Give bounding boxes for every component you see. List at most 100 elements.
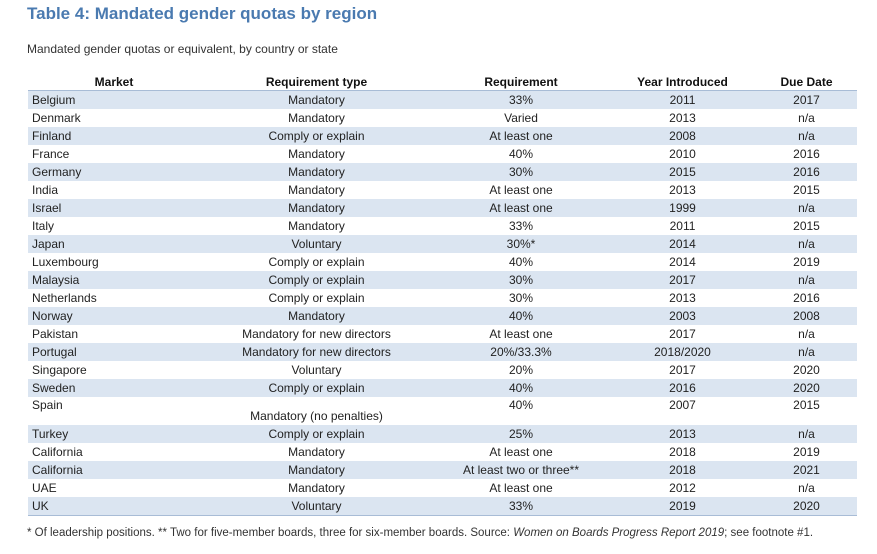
cell-requirement: 33% — [433, 90, 609, 109]
cell-due-date: n/a — [756, 343, 857, 361]
cell-requirement: 30% — [433, 271, 609, 289]
cell-due-date: 2016 — [793, 291, 820, 305]
cell-market: Sweden — [28, 379, 200, 397]
cell-requirement-type: Comply or explain — [268, 291, 365, 305]
column-header-market: Market — [28, 73, 200, 91]
table-row: Belgium Mandatory 33% 2011 2017 — [28, 90, 857, 109]
table-row: Norway Mandatory 40% 2003 2008 — [28, 307, 857, 325]
cell-due-date: n/a — [756, 127, 857, 145]
table-row: Turkey Comply or explain 25% 2013 n/a — [28, 425, 857, 443]
cell-requirement-type: Voluntary — [291, 363, 342, 377]
cell-year-introduced: 2017 — [609, 271, 756, 289]
table-row: Portugal Mandatory for new directors 20%… — [28, 343, 857, 361]
cell-requirement-type: Mandatory (no penalties) — [250, 409, 383, 423]
cell-requirement-type: Mandatory — [200, 461, 433, 479]
cell-market: California — [28, 461, 200, 479]
cell-market: Luxembourg — [32, 255, 99, 269]
table-row: Malaysia Comply or explain 30% 2017 n/a — [28, 271, 857, 289]
cell-market: UAE — [32, 481, 57, 495]
cell-due-date: 2015 — [793, 183, 820, 197]
cell-requirement-type: Mandatory — [288, 111, 345, 125]
table-row: Netherlands Comply or explain 30% 2013 2… — [28, 289, 857, 307]
cell-due-date: 2016 — [756, 163, 857, 181]
cell-requirement: 40% — [433, 379, 609, 397]
table-header-row: Market Requirement type Requirement Year… — [28, 73, 857, 91]
cell-requirement-type: Mandatory — [200, 90, 433, 109]
cell-market: UK — [28, 497, 200, 516]
cell-market: Japan — [28, 235, 200, 253]
cell-requirement: At least one — [489, 183, 553, 197]
cell-market: Singapore — [32, 363, 87, 377]
cell-requirement-type: Mandatory — [288, 481, 345, 495]
cell-due-date: n/a — [798, 111, 815, 125]
cell-due-date: 2020 — [756, 497, 857, 516]
cell-due-date: 2008 — [756, 307, 857, 325]
cell-due-date: n/a — [798, 327, 815, 341]
page-title: Table 4: Mandated gender quotas by regio… — [27, 4, 378, 23]
table-row: Italy Mandatory 33% 2011 2015 — [28, 217, 857, 235]
cell-market: Denmark — [32, 111, 81, 125]
cell-requirement: 40% — [508, 398, 534, 412]
cell-requirement-type: Mandatory for new directors — [242, 327, 391, 341]
cell-requirement: At least one — [433, 199, 609, 217]
cell-requirement-type: Mandatory — [200, 307, 433, 325]
cell-market: Netherlands — [32, 291, 97, 305]
cell-year-introduced: 2015 — [609, 163, 756, 181]
table-row: Spain Mandatory (no penalties) 40% 2007 … — [28, 397, 857, 425]
cell-requirement: 20%/33.3% — [433, 343, 609, 361]
cell-requirement: At least one — [489, 327, 553, 341]
cell-requirement: 30% — [508, 291, 534, 305]
cell-requirement-type: Mandatory — [200, 163, 433, 181]
cell-requirement-type: Mandatory for new directors — [200, 343, 433, 361]
cell-due-date: 2021 — [756, 461, 857, 479]
cell-requirement-type: Comply or explain — [268, 255, 365, 269]
cell-market: Italy — [32, 219, 55, 233]
cell-year-introduced: 2008 — [609, 127, 756, 145]
cell-requirement: At least one — [433, 127, 609, 145]
table-subtitle: Mandated gender quotas or equivalent, by… — [27, 42, 338, 56]
cell-requirement: 33% — [433, 497, 609, 516]
column-header-due-date: Due Date — [756, 73, 857, 91]
table-row: Singapore Voluntary 20% 2017 2020 — [28, 361, 857, 379]
table-row: California Mandatory At least two or thr… — [28, 461, 857, 479]
cell-year-introduced: 2011 — [669, 219, 696, 233]
cell-year-introduced: 2013 — [669, 291, 696, 305]
cell-requirement: 30%* — [433, 235, 609, 253]
cell-due-date: 2019 — [793, 445, 820, 459]
table-row: UAE Mandatory At least one 2012 n/a — [28, 479, 857, 497]
cell-year-introduced: 2013 — [669, 111, 696, 125]
cell-due-date: 2019 — [793, 255, 820, 269]
cell-market: Finland — [28, 127, 200, 145]
cell-requirement: 20% — [508, 363, 534, 377]
column-header-year-introduced: Year Introduced — [609, 73, 756, 91]
table-row: France Mandatory 40% 2010 2016 — [28, 145, 857, 163]
column-header-requirement-type: Requirement type — [200, 73, 433, 91]
footnote-text: * Of leadership positions. ** Two for fi… — [27, 527, 514, 539]
cell-year-introduced: 2014 — [609, 235, 756, 253]
cell-year-introduced: 1999 — [609, 199, 756, 217]
cell-market: Belgium — [28, 90, 200, 109]
cell-year-introduced: 2013 — [609, 425, 756, 443]
cell-requirement-type: Mandatory — [288, 147, 345, 161]
table-row: India Mandatory At least one 2013 2015 — [28, 181, 857, 199]
cell-requirement-type: Voluntary — [200, 497, 433, 516]
cell-year-introduced: 2018 — [669, 445, 696, 459]
cell-year-introduced: 2003 — [609, 307, 756, 325]
cell-requirement-type: Voluntary — [200, 235, 433, 253]
cell-requirement-type: Mandatory — [200, 199, 433, 217]
cell-market: California — [32, 445, 83, 459]
table-row: Pakistan Mandatory for new directors At … — [28, 325, 857, 343]
cell-year-introduced: 2018/2020 — [609, 343, 756, 361]
cell-due-date: n/a — [756, 425, 857, 443]
cell-year-introduced: 2016 — [609, 379, 756, 397]
cell-due-date: n/a — [756, 271, 857, 289]
cell-due-date: 2020 — [756, 379, 857, 397]
cell-requirement: At least two or three** — [433, 461, 609, 479]
cell-requirement: 30% — [433, 163, 609, 181]
cell-requirement: 25% — [433, 425, 609, 443]
footnote-source-title: Women on Boards Progress Report 2019 — [513, 527, 725, 539]
cell-year-introduced: 2019 — [609, 497, 756, 516]
cell-year-introduced: 2011 — [609, 90, 756, 109]
cell-due-date: 2015 — [793, 219, 820, 233]
footnote: * Of leadership positions. ** Two for fi… — [27, 527, 813, 539]
